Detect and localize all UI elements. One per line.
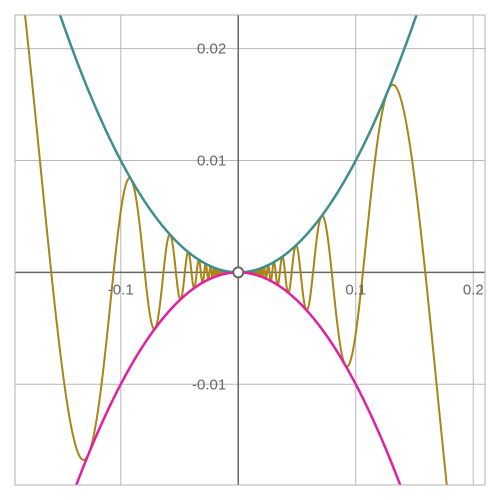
x-tick-label: -0.1 — [108, 281, 134, 298]
x-tick-label: 0.2 — [463, 281, 484, 298]
chart-svg: -0.1 0.1 0.2 -0.01 0.01 0.02 — [0, 0, 500, 500]
y-tick-label: 0.01 — [197, 152, 226, 169]
y-tick-label: 0.02 — [197, 41, 226, 58]
x-tick-label: 0.1 — [345, 281, 366, 298]
origin-marker — [233, 267, 243, 277]
chart-container: -0.1 0.1 0.2 -0.01 0.01 0.02 — [0, 0, 500, 500]
plot-background — [0, 0, 500, 500]
y-tick-label: -0.01 — [192, 376, 226, 393]
